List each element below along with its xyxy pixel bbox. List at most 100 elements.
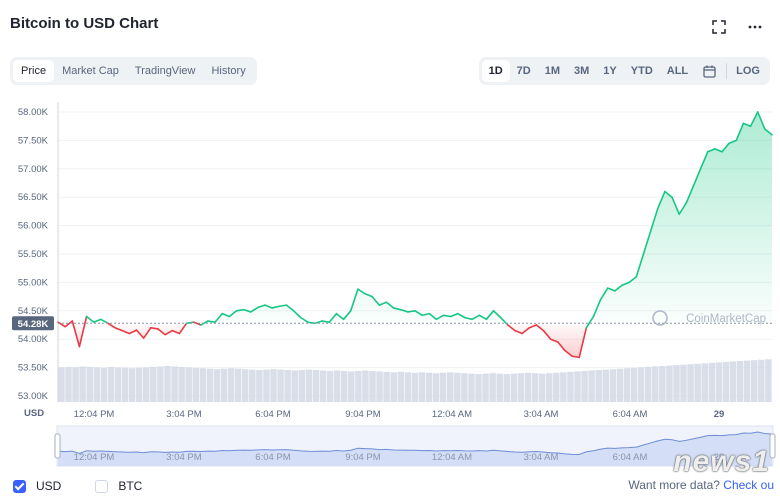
calendar-icon[interactable] [695, 62, 724, 81]
volume-bar [574, 371, 581, 402]
price-line-segment [621, 281, 631, 287]
expand-icon[interactable] [712, 20, 726, 37]
price-area-down [58, 323, 772, 358]
price-line-segment [471, 314, 481, 321]
volume-bar [72, 367, 79, 402]
price-line-segment [742, 122, 752, 127]
tab-market-cap[interactable]: Market Cap [62, 65, 119, 77]
volume-bar [454, 372, 461, 402]
price-line-segment [271, 305, 281, 309]
currency-legend: USD BTC [13, 479, 176, 493]
volume-bar [630, 367, 638, 402]
volume-bar [595, 370, 602, 402]
volume-bar [220, 368, 228, 402]
more-icon[interactable] [748, 20, 762, 37]
y-tick-label: 54.00K [18, 334, 49, 345]
volume-bar [743, 360, 751, 402]
volume-bar [79, 366, 86, 402]
price-line-segment [135, 329, 145, 339]
navigator-handle-left [54, 433, 61, 459]
tab-history[interactable]: History [211, 65, 246, 77]
x-tick-label: 12:04 AM [432, 409, 472, 420]
price-line-segment [150, 327, 159, 330]
volume-bar [256, 370, 263, 402]
volume-bar [581, 370, 588, 402]
volume-bar [326, 370, 334, 402]
price-line-segment [200, 320, 209, 326]
log-toggle[interactable]: LOG [736, 65, 760, 77]
price-line-segment [242, 308, 252, 313]
range-3m[interactable]: 3M [574, 65, 590, 77]
y-tick-label: 56.50K [18, 192, 49, 203]
x-tick-label: 3:04 PM [166, 409, 201, 420]
volume-bar [659, 366, 666, 402]
range-1y[interactable]: 1Y [603, 65, 617, 77]
navigator-line [57, 431, 773, 455]
volume-bar [694, 363, 701, 402]
btc-checkbox[interactable] [95, 479, 109, 493]
volume-bar [58, 367, 65, 402]
tab-tradingview[interactable]: TradingView [134, 65, 196, 77]
volume-bar [680, 364, 687, 402]
price-line-segment [649, 207, 659, 233]
volume-bar [277, 369, 284, 402]
range-all[interactable]: ALL [666, 65, 689, 77]
volume-bar [319, 370, 327, 402]
navigator-tick-label: 3:04 AM [524, 452, 559, 463]
price-line-segment [421, 312, 431, 317]
price-line-segment [342, 309, 352, 321]
volume-bar [369, 370, 376, 402]
price-line-segment [128, 329, 138, 335]
range-1d[interactable]: 1D [481, 60, 510, 82]
volume-bar [355, 370, 362, 402]
volume-bar [439, 372, 447, 402]
volume-bar [135, 367, 143, 402]
y-tick-label: 57.50K [18, 135, 49, 146]
volume-bar [701, 363, 708, 402]
volume-bar [609, 369, 617, 402]
price-line-segment [628, 275, 638, 284]
price-line-segment [564, 349, 573, 358]
volume-bar [270, 369, 277, 402]
volume-bar [298, 370, 306, 402]
price-line-segment [364, 292, 373, 298]
volume-bar [482, 373, 489, 402]
volume-bar [348, 371, 355, 402]
price-line-segment [321, 320, 331, 323]
volume-bar [93, 367, 101, 402]
volume-bar [531, 373, 539, 402]
price-line-segment [114, 327, 124, 332]
volume-bar [708, 362, 716, 402]
price-line-segment [121, 329, 131, 335]
price-line-segment [606, 287, 616, 292]
range-7d[interactable]: 7D [516, 65, 531, 77]
volume-bar [425, 372, 433, 402]
volume-bar [489, 373, 496, 402]
range-ytd[interactable]: YTD [630, 65, 653, 77]
x-tick-label: 9:04 PM [345, 409, 380, 420]
navigator-tick-label: 3:04 PM [166, 452, 201, 463]
btc-label: BTC [118, 479, 143, 493]
price-line-segment [642, 230, 652, 255]
price-line-segment [171, 329, 181, 335]
volume-bar [383, 371, 390, 402]
price-line-segment [664, 190, 673, 198]
price-line-segment [485, 309, 495, 321]
tab-price[interactable]: Price [13, 60, 55, 82]
volume-bar [510, 373, 518, 402]
volume-bar [673, 365, 680, 402]
price-line-segment [556, 341, 566, 352]
price-line-segment [714, 148, 723, 153]
check-api-link[interactable]: Check ou [723, 478, 774, 492]
volume-bar [249, 369, 256, 402]
price-line-segment [157, 328, 166, 336]
usd-checkbox[interactable] [13, 479, 26, 493]
volume-bar [567, 371, 574, 402]
volume-bar [637, 367, 645, 402]
volume-bar [150, 366, 157, 402]
range-1m[interactable]: 1M [544, 65, 561, 77]
volume-bar [171, 366, 178, 402]
price-line-segment [442, 314, 452, 318]
volume-bar [291, 370, 298, 402]
